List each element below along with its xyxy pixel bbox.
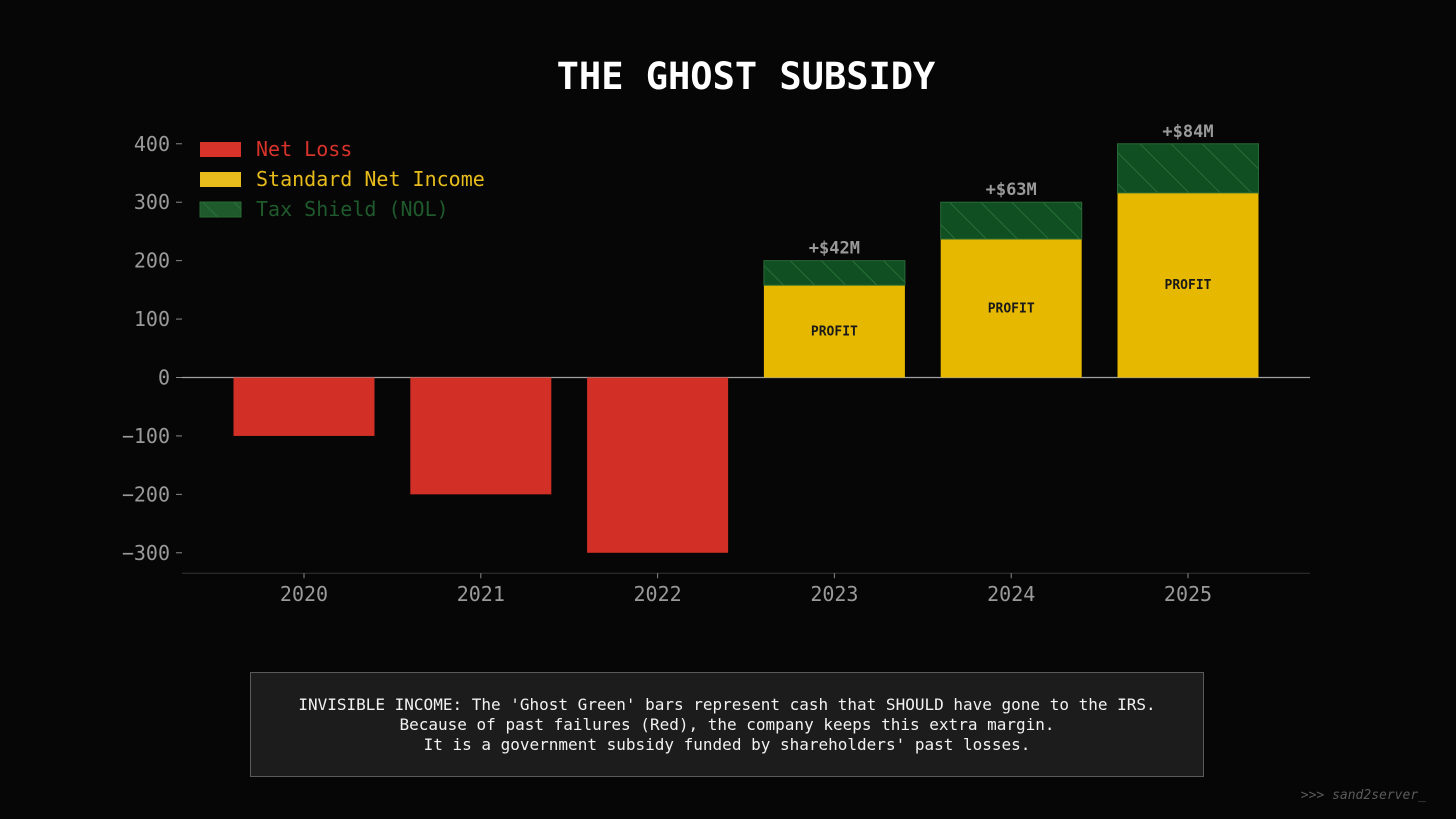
bar-net-income-2024 (940, 239, 1082, 378)
watermark: >>> sand2server_ (1300, 788, 1426, 803)
bar-net-loss-2020 (233, 377, 375, 436)
legend-swatch-0 (200, 142, 241, 157)
y-tick-label: 400 (134, 132, 170, 156)
legend-label-2: Tax Shield (NOL) (256, 197, 449, 221)
y-tick-label: 200 (134, 249, 170, 273)
legend: Net Loss Standard Net Income Tax Shield (N… (199, 137, 485, 221)
annotation-line: It is a government subsidy funded by sha… (423, 734, 1031, 754)
annotation-line: Because of past failures (Red), the comp… (399, 714, 1055, 734)
bar-net-loss-2021 (410, 377, 552, 495)
bar-net-income-2023 (763, 285, 905, 378)
bar-top-label: +$42M (809, 239, 860, 259)
y-tick-label: 300 (134, 190, 170, 214)
legend-label-0: Net Loss (256, 137, 352, 161)
chart-title: THE GHOST SUBSIDY (557, 55, 936, 98)
x-tick-label: 2024 (987, 582, 1035, 606)
bar-net-loss-2022 (587, 377, 729, 553)
y-tick-label: −100 (122, 424, 170, 448)
y-tick-label: 0 (158, 366, 170, 390)
annotation-line: INVISIBLE INCOME: The 'Ghost Green' bars… (298, 694, 1156, 714)
bar-tax-shield-hatch-2024 (940, 201, 1083, 240)
y-tick-label: −300 (122, 541, 170, 565)
x-tick-label: 2023 (810, 582, 858, 606)
annotation-box: INVISIBLE INCOME: The 'Ghost Green' bars… (250, 672, 1204, 777)
bar-tax-shield-hatch-2025 (1117, 143, 1259, 194)
legend-swatch-hatch (199, 201, 242, 218)
bar-top-label: +$63M (986, 180, 1037, 200)
bar-label-profit: PROFIT (988, 301, 1035, 316)
bar-label-profit: PROFIT (1165, 278, 1212, 293)
x-tick-label: 2021 (457, 582, 505, 606)
legend-label-1: Standard Net Income (256, 167, 485, 191)
legend-swatch-1 (200, 172, 241, 187)
x-tick-label: 2022 (634, 582, 682, 606)
y-tick-label: 100 (134, 307, 170, 331)
x-tick-label: 2020 (280, 582, 328, 606)
y-tick-label: −200 (122, 482, 170, 506)
bar-top-label: +$84M (1162, 122, 1213, 142)
bar-tax-shield-hatch-2023 (763, 260, 906, 286)
x-tick-label: 2025 (1164, 582, 1212, 606)
bar-label-profit: PROFIT (811, 324, 858, 339)
bar-net-income-2025 (1117, 192, 1259, 378)
